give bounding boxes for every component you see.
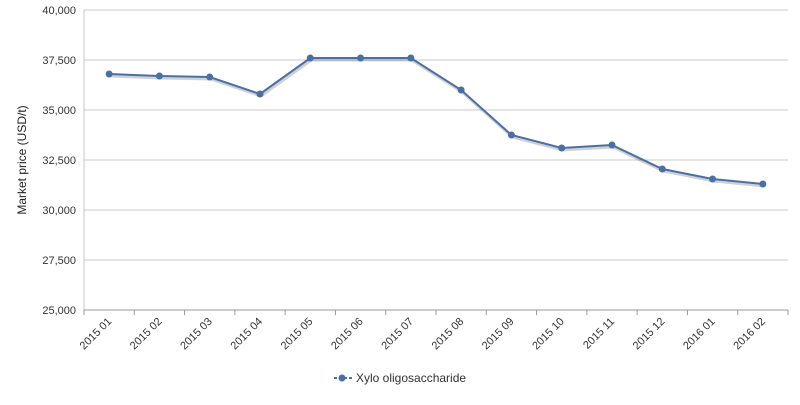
y-tick-label: 25,000	[42, 305, 76, 317]
y-tick-label: 27,500	[42, 255, 76, 267]
x-tick-label: 2015 03	[178, 316, 215, 353]
x-tick-label: 2015 05	[279, 316, 316, 353]
series-line-shadow	[110, 58, 765, 188]
data-point[interactable]	[457, 86, 465, 94]
data-point[interactable]	[759, 180, 767, 188]
x-tick-label: 2015 10	[530, 316, 567, 353]
data-point[interactable]	[558, 144, 566, 152]
x-tick-label: 2015 08	[430, 316, 467, 353]
data-point[interactable]	[357, 54, 365, 62]
series-layer	[105, 54, 767, 188]
axes	[83, 10, 789, 315]
legend-label: Xylo oligosaccharide	[356, 371, 466, 385]
x-tick-label: 2015 11	[581, 316, 617, 352]
y-tick-label: 35,000	[42, 105, 76, 117]
y-axis-label: Market price (USD/t)	[15, 105, 29, 214]
x-tick-label: 2015 02	[128, 316, 165, 353]
data-point[interactable]	[105, 70, 113, 78]
data-point[interactable]	[256, 90, 264, 98]
x-tick-label: 2015 09	[480, 316, 517, 353]
data-point[interactable]	[507, 131, 515, 139]
data-point[interactable]	[306, 54, 314, 62]
x-tick-labels: 2015 01 2015 02 2015 03 2015 04 2015 05 2015 …	[78, 316, 768, 353]
x-tick-label: 2015 04	[229, 316, 266, 353]
x-tick-label: 2015 07	[379, 316, 416, 353]
data-point[interactable]	[658, 165, 666, 173]
y-tick-label: 37,500	[42, 55, 76, 67]
x-tick-label: 2015 01	[78, 316, 115, 353]
x-tick-label: 2016 02	[731, 316, 768, 353]
data-point[interactable]	[709, 175, 717, 183]
data-point[interactable]	[155, 72, 163, 80]
legend-marker	[338, 374, 346, 382]
x-tick-label: 2016 01	[681, 316, 718, 353]
y-tick-labels: 25,000 27,500 30,000 32,500 35,000 37,500 40,0…	[42, 5, 76, 317]
legend[interactable]: Xylo oligosaccharide	[334, 371, 466, 385]
data-point[interactable]	[407, 54, 415, 62]
data-point[interactable]	[206, 73, 214, 81]
series-line	[109, 57, 763, 185]
gridlines	[84, 9, 788, 311]
y-tick-label: 32,500	[42, 155, 76, 167]
data-point[interactable]	[608, 141, 616, 149]
y-tick-label: 30,000	[42, 205, 76, 217]
x-tick-label: 2015 12	[631, 316, 668, 353]
x-tick-label: 2015 06	[329, 316, 366, 353]
y-tick-label: 40,000	[42, 5, 76, 17]
